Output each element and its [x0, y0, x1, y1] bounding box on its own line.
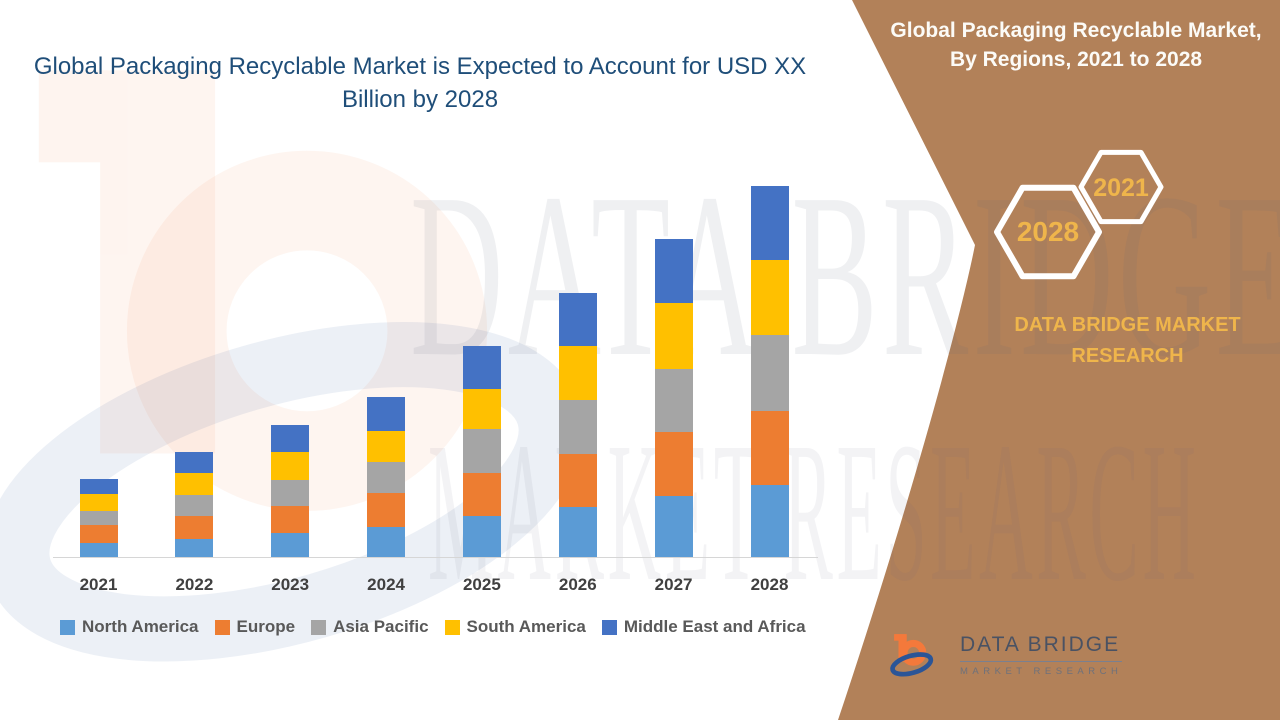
side-panel-title: Global Packaging Recyclable Market, By R…	[890, 19, 1262, 71]
legend-swatch	[60, 619, 75, 635]
data-bridge-logo-icon	[890, 634, 934, 677]
badge-2028-hexagon: 2028	[994, 184, 1102, 280]
bar-segment-middle-east-and-africa-2028	[750, 186, 789, 260]
legend-item-middle-east-and-africa: Middle East and Africa	[601, 617, 806, 637]
bar-segment-south-america-2022	[175, 473, 214, 495]
legend-label: Middle East and Africa	[623, 617, 806, 636]
bar-segment-north-america-2024	[367, 527, 406, 558]
bar-segment-north-america-2022	[175, 539, 214, 558]
bar-segment-north-america-2028	[750, 485, 789, 558]
x-axis-label-2024: 2024	[367, 575, 405, 594]
bar-segment-south-america-2026	[558, 346, 597, 400]
x-axis-label-2022: 2022	[175, 575, 214, 594]
bar-segment-north-america-2026	[558, 507, 597, 558]
bar-segment-asia-pacific-2024	[367, 462, 406, 493]
bar-segment-asia-pacific-2025	[462, 429, 501, 473]
bar-segment-middle-east-and-africa-2024	[367, 397, 406, 431]
bar-segment-asia-pacific-2022	[175, 495, 214, 516]
x-axis-label-2021: 2021	[79, 575, 118, 594]
bar-segment-europe-2026	[558, 454, 597, 507]
bar-segment-middle-east-and-africa-2021	[79, 479, 118, 494]
bar-segment-south-america-2027	[654, 303, 693, 369]
bar-segment-middle-east-and-africa-2027	[654, 239, 693, 303]
legend-item-north-america: North America	[60, 617, 199, 637]
bar-segment-middle-east-and-africa-2026	[558, 293, 597, 346]
bar-segment-north-america-2025	[462, 516, 501, 558]
legend-swatch	[601, 619, 617, 635]
legend-item-europe: Europe	[214, 617, 296, 637]
bar-segment-south-america-2021	[79, 494, 118, 511]
bar-segment-europe-2022	[175, 516, 214, 539]
footer-logo-subtitle: MARKET RESEARCH	[960, 666, 1123, 677]
footer-logo-name: DATA BRIDGE	[960, 633, 1123, 662]
badge-2021-label: 2021	[1093, 174, 1149, 202]
badge-2021-hexagon: 2021	[1078, 149, 1164, 225]
bar-segment-middle-east-and-africa-2023	[271, 425, 310, 452]
year-badges: 2021 2028	[994, 149, 1164, 280]
data-bridge-logo: DATA BRIDGE MARKET RESEARCH	[882, 630, 1123, 680]
legend-item-asia-pacific: Asia Pacific	[311, 617, 429, 637]
chart-title: Global Packaging Recyclable Market is Ex…	[33, 53, 807, 113]
bar-segment-middle-east-and-africa-2025	[462, 346, 501, 389]
x-axis-label-2023: 2023	[271, 575, 310, 594]
legend-label: North America	[82, 617, 199, 636]
legend-label: South America	[466, 617, 586, 636]
bar-segment-south-america-2023	[271, 452, 310, 480]
bar-segment-europe-2024	[367, 493, 406, 527]
bar-segment-asia-pacific-2021	[79, 511, 118, 525]
brand-name-text: DATA BRIDGE MARKET RESEARCH	[1014, 314, 1241, 367]
bar-segment-asia-pacific-2026	[558, 400, 597, 454]
x-axis-line	[53, 557, 818, 558]
x-axis-label-2026: 2026	[558, 575, 597, 594]
chart-legend: North America Europe Asia Pacific South Ame…	[60, 617, 806, 637]
bar-segment-south-america-2028	[750, 260, 789, 335]
bar-segment-asia-pacific-2023	[271, 480, 310, 506]
x-axis-label-2028: 2028	[750, 575, 789, 594]
badge-2028-label: 2028	[1017, 216, 1079, 247]
bar-segment-europe-2027	[654, 432, 693, 496]
x-axis-label-2027: 2027	[654, 575, 693, 594]
bar-segment-asia-pacific-2028	[750, 335, 789, 411]
bar-segment-north-america-2021	[79, 543, 118, 558]
bar-segment-europe-2028	[750, 411, 789, 485]
bar-segment-south-america-2025	[462, 389, 501, 429]
legend-swatch	[311, 619, 327, 635]
legend-swatch	[444, 619, 460, 635]
legend-item-south-america: South America	[444, 617, 586, 637]
bar-segment-south-america-2024	[367, 431, 406, 462]
bar-segment-north-america-2027	[654, 496, 693, 558]
legend-swatch	[214, 619, 230, 635]
legend-label: Europe	[236, 617, 296, 636]
bar-segment-middle-east-and-africa-2022	[175, 452, 214, 473]
side-panel-background	[838, 0, 1280, 720]
bar-segment-north-america-2023	[271, 533, 310, 558]
x-axis-label-2025: 2025	[462, 575, 501, 594]
bar-segment-asia-pacific-2027	[654, 369, 693, 432]
legend-label: Asia Pacific	[333, 617, 429, 636]
bar-segment-europe-2023	[271, 506, 310, 533]
bar-segment-europe-2025	[462, 473, 501, 516]
bar-segment-europe-2021	[79, 525, 118, 543]
